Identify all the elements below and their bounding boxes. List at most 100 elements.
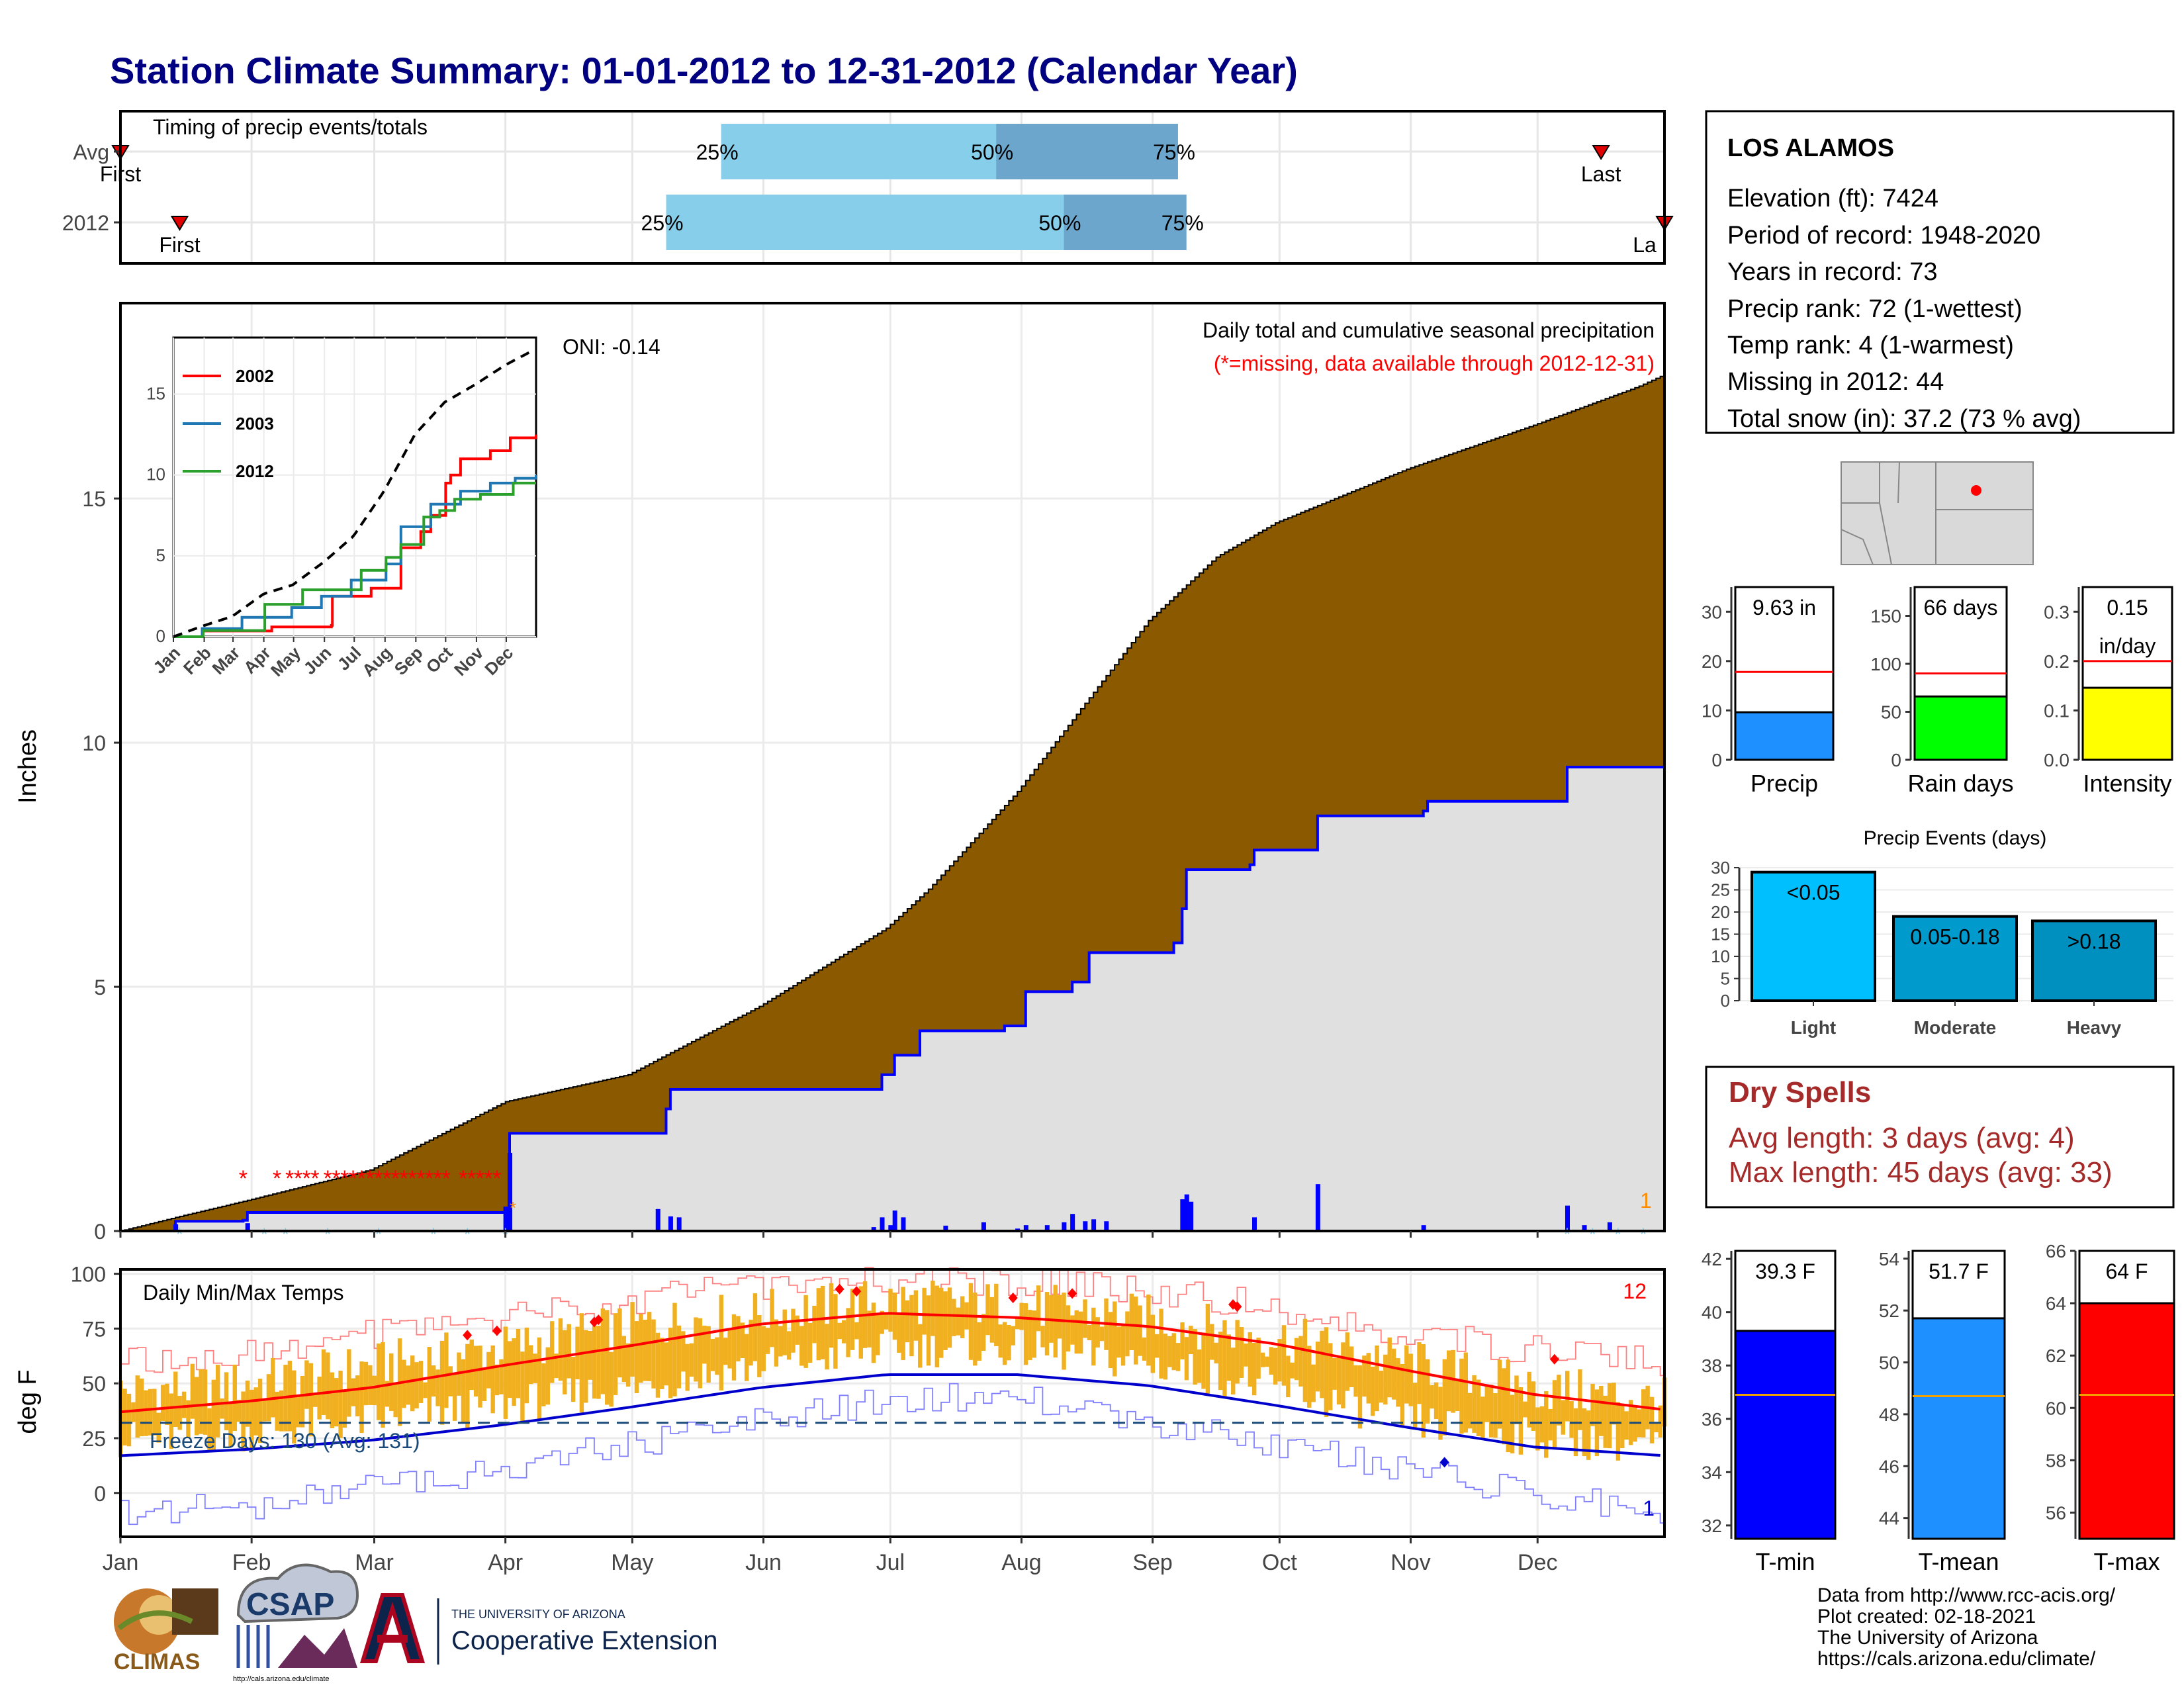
daily-temp-range-bar	[465, 1344, 470, 1428]
daily-temp-range-bar	[308, 1363, 314, 1437]
record-low-count: 1	[1643, 1496, 1655, 1520]
daily-temp-range-bar	[494, 1364, 500, 1396]
daily-temp-range-bar	[1400, 1363, 1405, 1428]
mini-ytick-label: 150	[1870, 606, 1901, 627]
missing-data-marker: *	[365, 1166, 374, 1191]
csap-logo: CSAP http://cals.arizona.edu/climate	[233, 1563, 359, 1683]
daily-temp-range-bar	[1552, 1380, 1557, 1449]
daily-temp-range-bar	[414, 1362, 419, 1409]
daily-temp-range-bar	[1561, 1400, 1565, 1435]
daily-temp-range-bar	[313, 1393, 318, 1407]
record-high-marker	[492, 1325, 502, 1336]
daily-temp-range-bar	[537, 1337, 542, 1419]
daily-temp-range-bar	[250, 1389, 254, 1450]
daily-temp-range-bar	[1002, 1322, 1007, 1365]
missing-data-marker: *	[324, 1166, 332, 1191]
daily-temp-range-bar	[469, 1339, 474, 1391]
daily-temp-range-bar	[321, 1349, 326, 1415]
events-title: Precip Events (days)	[1864, 827, 2047, 849]
daily-temp-range-bar	[448, 1366, 453, 1396]
missing-data-marker: *	[340, 1166, 349, 1191]
daily-temp-range-bar	[909, 1295, 914, 1357]
daily-temp-range-bar	[444, 1332, 449, 1408]
mini-bar-t-min	[1734, 1330, 1837, 1540]
daily-temp-range-bar	[854, 1322, 859, 1340]
daily-temp-range-bar	[765, 1328, 770, 1354]
mini-bar-precip	[1734, 711, 1835, 761]
mini-ytick-label: 100	[1870, 654, 1901, 674]
mini-ytick-label: 0.1	[2044, 700, 2070, 721]
daily-temp-range-bar	[1590, 1383, 1595, 1426]
daily-temp-range-bar	[681, 1331, 686, 1372]
daily-temp-range-bar	[368, 1365, 373, 1405]
temp-ytick-label: 100	[71, 1263, 106, 1287]
timing-q50-label: 50%	[1038, 211, 1081, 235]
record-high-marker	[1549, 1353, 1559, 1365]
daily-temp-range-bar	[897, 1312, 901, 1353]
daily-temp-range-bar	[592, 1326, 597, 1399]
daily-temp-range-bar	[529, 1345, 533, 1385]
month-label: Jul	[876, 1550, 905, 1575]
mini-bar-intensity	[2081, 686, 2173, 761]
temperature-summary-bars: 32 34 36 38 40 42 39.3 F T-min 44 46 48 50 52 54 51.7 …	[1702, 1241, 2175, 1575]
daily-temp-range-bar	[1307, 1346, 1312, 1408]
daily-temp-range-bar	[393, 1383, 398, 1418]
daily-temp-range-bar	[1070, 1315, 1075, 1345]
daily-temp-range-bar	[1057, 1295, 1062, 1339]
daily-temp-range-bar	[1189, 1326, 1193, 1355]
daily-temp-range-bar	[1260, 1352, 1265, 1367]
missing-data-marker: *	[302, 1166, 311, 1191]
mini-ytick-label: 50	[1879, 1353, 1899, 1373]
daily-temp-range-bar	[1244, 1343, 1248, 1367]
daily-temp-range-bar	[740, 1322, 745, 1358]
daily-precip-bar	[1607, 1222, 1612, 1231]
daily-temp-range-bar	[1396, 1358, 1400, 1407]
station-location-marker	[1971, 485, 1981, 496]
daily-temp-range-bar	[1502, 1368, 1506, 1445]
daily-temp-range-bar	[1586, 1410, 1591, 1460]
daily-temp-range-bar	[1603, 1395, 1608, 1448]
daily-temp-range-bar	[981, 1314, 986, 1351]
daily-temp-range-bar	[122, 1389, 127, 1445]
missing-data-marker: *	[467, 1166, 476, 1191]
events-bar-label: <0.05	[1787, 881, 1841, 905]
daily-temp-range-bar	[482, 1368, 487, 1402]
daily-temp-range-bar	[570, 1356, 576, 1402]
daily-precip-bar	[676, 1217, 682, 1231]
daily-temp-range-bar	[410, 1355, 415, 1412]
record-high-marker	[1068, 1288, 1077, 1299]
daily-temp-range-bar	[1134, 1297, 1138, 1365]
mini-bar-value-label: 66 days	[1923, 596, 1997, 619]
daily-temp-range-bar	[639, 1314, 643, 1383]
missing-data-marker: *	[492, 1166, 501, 1191]
daily-temp-range-bar	[689, 1343, 694, 1377]
footer-line: Data from http://www.rcc-acis.org/	[1817, 1584, 2116, 1606]
temp-ytick-label: 0	[94, 1482, 106, 1506]
events-ytick-label: 15	[1711, 925, 1730, 944]
daily-temp-range-bar	[723, 1338, 728, 1365]
daily-temp-range-bar	[1083, 1299, 1087, 1338]
footer-line: https://cals.arizona.edu/climate/	[1817, 1648, 2096, 1670]
daily-temp-range-bar	[1539, 1406, 1545, 1443]
last-event-label: La	[1633, 233, 1657, 257]
mini-ytick-label: 40	[1702, 1303, 1722, 1323]
mini-bar-value-label: 39.3 F	[1755, 1259, 1815, 1283]
daily-temp-range-bar	[292, 1370, 296, 1444]
snow-day-marker: *	[1640, 1224, 1647, 1244]
daily-temp-range-bar	[1315, 1342, 1320, 1392]
mini-ytick-label: 46	[1879, 1456, 1899, 1477]
daily-temp-range-bar	[752, 1293, 758, 1361]
missing-data-marker: *	[459, 1166, 467, 1191]
month-label: Mar	[355, 1550, 394, 1575]
record-high-marker	[1008, 1293, 1018, 1304]
daily-temp-range-bar	[1426, 1359, 1430, 1424]
daily-temp-range-bar	[727, 1330, 732, 1369]
daily-temp-range-bar	[342, 1390, 347, 1428]
daily-temp-range-bar	[181, 1391, 187, 1418]
daily-temp-range-bar	[821, 1285, 825, 1359]
csap-logo-text: CSAP	[246, 1587, 334, 1622]
mini-bar-category-label: Intensity	[2083, 770, 2171, 797]
daily-temp-range-bar	[533, 1353, 537, 1383]
daily-temp-range-bar	[588, 1331, 592, 1380]
